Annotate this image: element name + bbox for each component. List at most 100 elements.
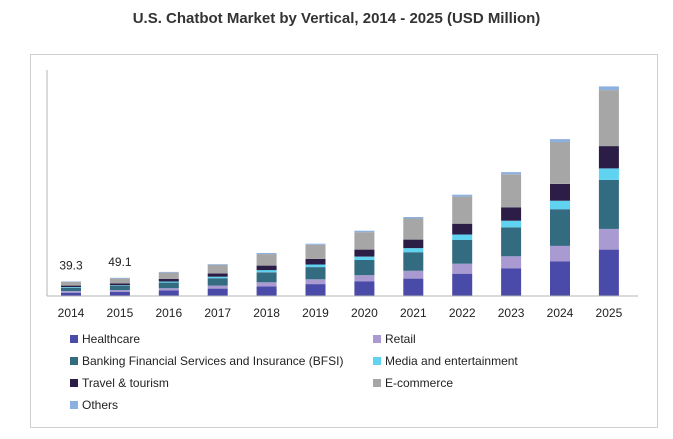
bar-segment-2025-3 [598,168,619,180]
bar-segment-2022-6 [452,194,473,197]
bar-segment-2018-4 [256,265,277,271]
bar-segment-2024-1 [550,245,570,262]
bar-segment-2015-3 [109,285,130,286]
bar-segment-2018-0 [256,286,277,296]
bar-segment-2022-5 [452,196,473,224]
bar-segment-2019-5 [305,244,326,259]
x-tick-label: 2016 [155,306,182,320]
x-tick-label: 2014 [58,306,85,320]
legend-item: E-commerce [373,376,453,390]
bar-segment-2024-5 [550,142,570,184]
bar-segment-2022-0 [452,273,473,296]
bar-segment-2017-3 [207,276,228,279]
bar-segment-2018-2 [256,272,277,283]
legend-item: Others [70,398,118,412]
x-tick-label: 2020 [351,306,378,320]
bar-segment-2022-4 [452,223,473,235]
x-tick-label: 2024 [547,306,574,320]
bar-segment-2023-1 [501,256,522,269]
bar-segment-2016-0 [158,290,179,296]
x-tick-label: 2021 [400,306,427,320]
bar-segment-2018-6 [256,253,277,255]
bar-segment-2017-1 [207,285,228,289]
legend-label: Retail [385,332,416,346]
bar-segment-2022-2 [452,240,473,264]
bar-segment-2016-3 [158,281,179,283]
bar-segment-2014-2 [61,287,81,292]
x-tick-label: 2019 [302,306,329,320]
legend-swatch [373,357,381,365]
bar-segment-2023-2 [501,227,522,257]
bar-segment-2023-0 [501,268,522,296]
bar-segment-2017-4 [207,273,228,277]
bar-segment-2018-3 [256,270,277,273]
bar-segment-2024-0 [550,261,570,296]
bar-segment-2025-6 [598,86,619,91]
x-tick-label: 2023 [498,306,525,320]
legend-label: Banking Financial Services and Insurance… [82,354,344,368]
bar-segment-2020-6 [354,230,375,233]
bar-segment-2021-5 [403,218,424,240]
bar-segment-2022-1 [452,263,473,274]
legend-swatch [373,379,381,387]
bar-segment-2015-2 [109,286,130,291]
bar-segment-2019-4 [305,258,326,265]
bar-segment-2024-2 [550,209,570,246]
bar-segment-2022-3 [452,234,473,240]
bar-segment-2018-1 [256,282,277,287]
bar-segment-2023-6 [501,172,522,175]
bar-segment-2024-6 [550,139,570,143]
legend-label: Media and entertainment [385,354,518,368]
bar-segment-2014-4 [61,285,81,288]
chart-title: U.S. Chatbot Market by Vertical, 2014 - … [132,10,541,27]
legend-swatch [70,335,78,343]
bar-segment-2021-3 [403,248,424,253]
bar-segment-2018-5 [256,254,277,266]
bar-segment-2015-0 [109,291,130,296]
legend-item: Retail [373,332,416,346]
legend-item: Healthcare [70,332,140,346]
bar-segment-2021-0 [403,278,424,296]
x-tick-label: 2018 [253,306,280,320]
bar-segment-2014-1 [61,291,81,293]
bar-segment-2016-6 [158,271,179,273]
x-tick-label: 2017 [204,306,231,320]
bar-segment-2023-3 [501,220,522,228]
bar-segment-2020-3 [354,256,375,260]
bar-segment-2014-5 [61,281,81,286]
bar-segment-2017-5 [207,264,228,274]
bar-segment-2014-0 [61,292,81,296]
bar-segment-2020-0 [354,281,375,296]
bar-segment-2017-0 [207,288,228,296]
bar-segment-2021-1 [403,270,424,279]
bar-segment-2024-3 [550,200,570,210]
bar-segment-2020-4 [354,249,375,257]
bar-segment-2023-4 [501,207,522,221]
bar-segment-2015-5 [109,278,130,284]
legend-label: Healthcare [82,332,141,346]
x-tick-label: 2022 [449,306,476,320]
bar-segment-2025-0 [598,249,619,296]
legend-item: Travel & tourism [70,376,169,390]
bar-segment-2016-5 [158,272,179,279]
bar-segment-2020-2 [354,260,375,276]
bar-segment-2015-6 [109,277,130,279]
bar-segment-2014-6 [61,281,81,282]
bar-segment-2016-2 [158,282,179,289]
bar-segment-2025-5 [598,90,619,147]
bar-segment-2020-1 [354,275,375,282]
legend-swatch [70,357,78,365]
bar-segment-2014-3 [61,287,81,288]
legend-label: Others [82,398,119,412]
bar-segment-2021-4 [403,239,424,249]
bar-segment-2023-5 [501,174,522,208]
legend-swatch [70,379,78,387]
bar-segment-2019-0 [305,284,326,296]
legend-swatch [373,335,381,343]
bar-segment-2024-4 [550,184,570,201]
legend-swatch [70,401,78,409]
data-label-2015: 49.1 [108,255,132,269]
legend-item: Media and entertainment [373,354,518,368]
bar-segment-2021-6 [403,217,424,219]
